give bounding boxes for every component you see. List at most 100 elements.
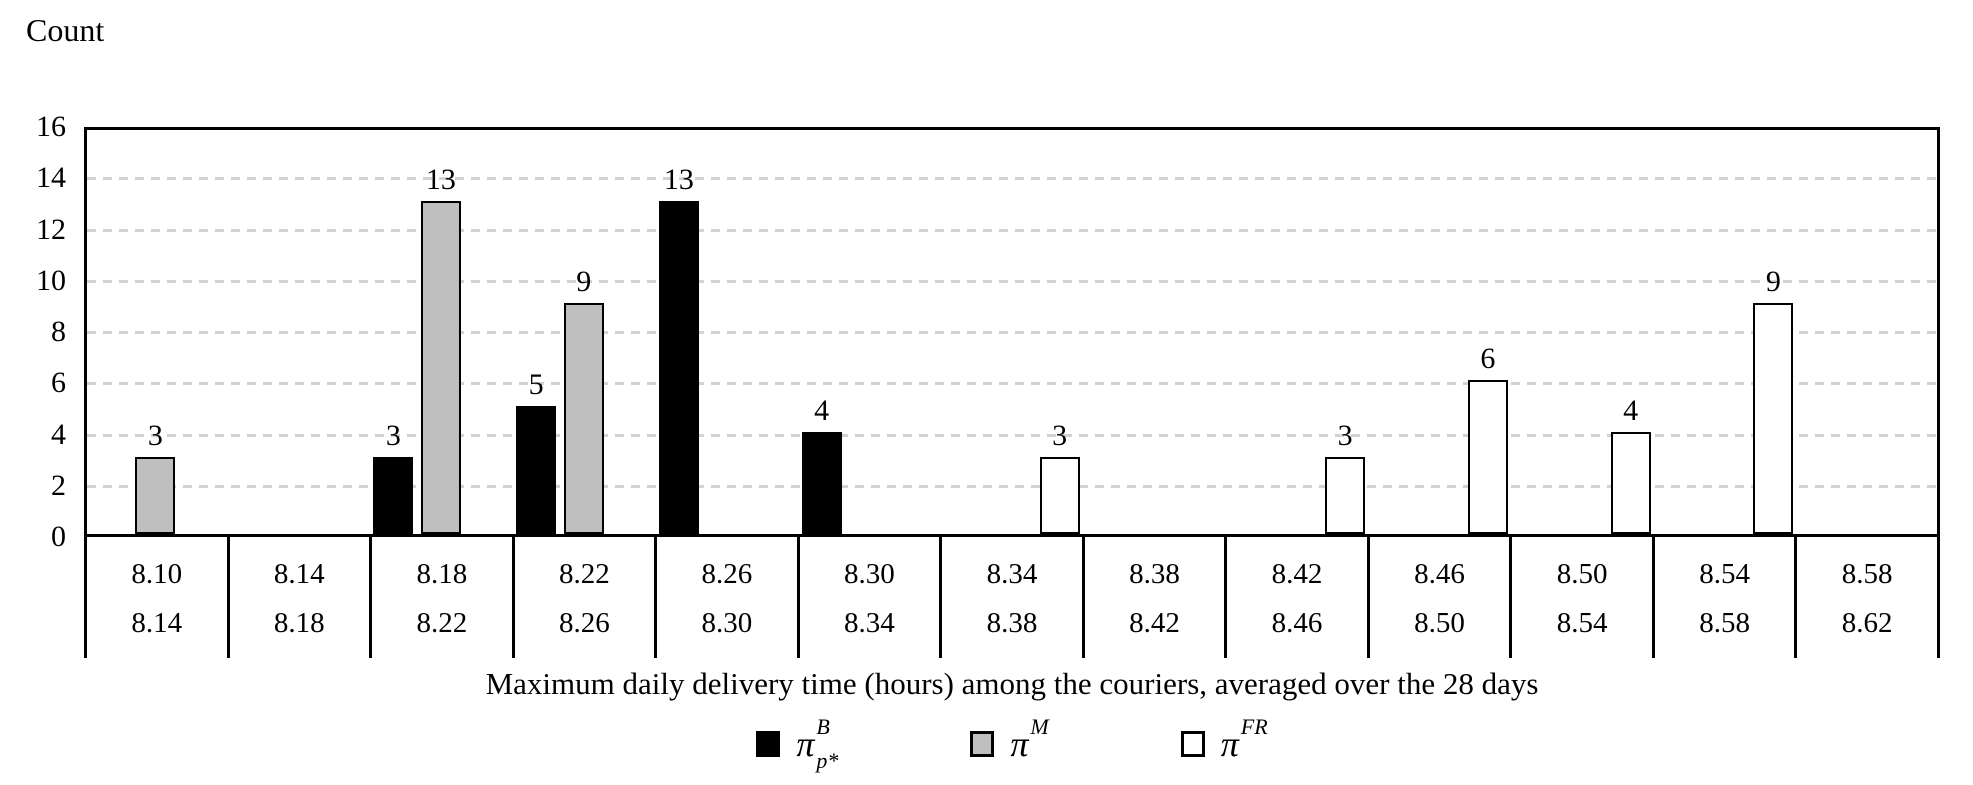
grid-line-2 — [87, 484, 1937, 488]
bin-upper-label: 8.26 — [558, 607, 610, 640]
bin-cell-8.54: 8.54 8.58 — [1655, 537, 1798, 658]
bin-cell-8.34: 8.34 8.38 — [942, 537, 1085, 658]
bin-upper-label: 8.50 — [1414, 607, 1465, 640]
grid-line-14 — [87, 177, 1937, 181]
legend-marker-pi-FR-icon — [1180, 731, 1205, 757]
bar-pi-FR-bin-8.50 — [1610, 431, 1651, 534]
x-axis-bin-table: 8.10 8.14 8.14 8.18 8.18 8.22 8.22 8.26 8.26 8.30… — [84, 537, 1940, 658]
legend-label-base: π — [796, 724, 815, 764]
legend-label-pi-FR: π FR — [1221, 716, 1268, 772]
bin-cell-8.30: 8.30 8.34 — [800, 537, 943, 658]
y-tick-label-8: 8 — [51, 315, 66, 348]
bin-upper-label: 8.18 — [273, 607, 325, 640]
bin-lower-label: 8.18 — [416, 557, 468, 590]
legend-marker-pi-M-icon — [970, 731, 995, 757]
bar-value-label: 6 — [1480, 342, 1496, 376]
grid-line-10 — [87, 279, 1937, 283]
bin-lower-label: 8.26 — [701, 557, 753, 590]
bin-lower-label: 8.10 — [131, 557, 183, 590]
bar-value-label: 3 — [1337, 419, 1353, 453]
bin-cell-8.14: 8.14 8.18 — [230, 537, 373, 658]
legend-label-superscript: M — [1030, 714, 1049, 739]
bar-pi-FR-bin-8.54 — [1753, 303, 1794, 534]
bin-upper-label: 8.42 — [1129, 607, 1180, 640]
bin-cell-8.38: 8.38 8.42 — [1085, 537, 1228, 658]
bar-pi-M-bin-8.10 — [135, 457, 176, 534]
legend-marker-pi-B-pstar-icon — [756, 731, 781, 757]
y-axis-title: Count — [26, 12, 105, 48]
legend-label-subscript: p* — [816, 748, 839, 773]
bar-pi-FR-bin-8.34 — [1039, 457, 1080, 534]
y-tick-label-14: 14 — [36, 161, 66, 195]
bin-lower-label: 8.22 — [558, 557, 610, 590]
y-axis-tick-labels: 16 14 12 10 8 6 4 2 0 — [0, 110, 66, 553]
bin-upper-label: 8.14 — [131, 607, 183, 640]
grid-line-4 — [87, 433, 1937, 437]
bin-upper-label: 8.54 — [1556, 607, 1608, 640]
bin-upper-label: 8.38 — [986, 607, 1038, 640]
legend-item-pi-FR: π FR — [1180, 716, 1268, 772]
bar-pi-M-bin-8.22 — [563, 303, 604, 534]
y-tick-label-10: 10 — [36, 263, 66, 297]
bin-lower-label: 8.46 — [1414, 557, 1465, 590]
bar-value-label: 3 — [385, 419, 401, 453]
bin-lower-label: 8.30 — [844, 557, 895, 590]
y-tick-label-12: 12 — [36, 212, 66, 246]
bin-lower-label: 8.54 — [1699, 557, 1750, 590]
bin-upper-label: 8.62 — [1841, 607, 1893, 640]
bin-upper-label: 8.46 — [1271, 607, 1323, 640]
bar-value-label: 4 — [1623, 393, 1639, 427]
bar-value-label: 9 — [1765, 265, 1781, 299]
bar-value-label: 5 — [528, 367, 544, 401]
bin-upper-label: 8.58 — [1699, 607, 1750, 640]
legend-label-base: π — [1220, 724, 1239, 764]
bar-pi-B-pstar-bin-8.30 — [801, 431, 842, 534]
bin-cell-8.42: 8.42 8.46 — [1227, 537, 1370, 658]
x-axis-title: Maximum daily delivery time (hours) amon… — [485, 666, 1539, 701]
y-tick-label-16: 16 — [36, 110, 66, 143]
y-tick-label-6: 6 — [51, 366, 66, 400]
bin-cell-8.26: 8.26 8.30 — [657, 537, 800, 658]
legend-label-superscript: B — [816, 714, 830, 739]
bar-pi-FR-bin-8.42 — [1325, 457, 1366, 534]
bar-value-label: 13 — [663, 162, 694, 196]
bar-value-label: 13 — [425, 162, 456, 196]
bin-cell-8.46: 8.46 8.50 — [1370, 537, 1513, 658]
legend-label-base: π — [1010, 724, 1029, 764]
plot-area: 3 5 13 4 3 13 9 3 3 6 4 9 — [84, 127, 1940, 537]
grid-line-8 — [87, 331, 1937, 334]
bin-lower-label: 8.38 — [1129, 557, 1180, 590]
bin-upper-label: 8.30 — [701, 607, 753, 640]
bin-cell-8.10: 8.10 8.14 — [87, 537, 230, 658]
bin-cell-8.18: 8.18 8.22 — [372, 537, 515, 658]
y-tick-label-4: 4 — [51, 417, 66, 451]
bar-value-label: 3 — [147, 419, 163, 453]
bin-lower-label: 8.42 — [1271, 557, 1323, 590]
bin-cell-8.58: 8.58 8.62 — [1797, 537, 1940, 658]
legend-label-superscript: FR — [1240, 714, 1268, 739]
bin-lower-label: 8.50 — [1556, 557, 1608, 590]
bar-pi-B-pstar-bin-8.26 — [658, 200, 699, 534]
bin-cell-8.22: 8.22 8.26 — [515, 537, 658, 658]
y-tick-label-2: 2 — [51, 468, 66, 502]
bin-lower-label: 8.34 — [986, 557, 1038, 590]
y-tick-label-0: 0 — [51, 520, 66, 553]
bin-upper-label: 8.22 — [416, 607, 468, 640]
grid-line-6 — [87, 382, 1937, 386]
bar-pi-M-bin-8.18 — [420, 200, 461, 534]
bar-pi-FR-bin-8.46 — [1467, 380, 1508, 534]
bar-pi-B-pstar-bin-8.18 — [373, 457, 414, 534]
bar-value-label: 3 — [1052, 419, 1068, 453]
bar-value-label: 4 — [814, 393, 830, 427]
bin-lower-label: 8.58 — [1841, 557, 1893, 590]
grid-line-12 — [87, 228, 1937, 232]
bin-lower-label: 8.14 — [273, 557, 325, 590]
bin-cell-8.50: 8.50 8.54 — [1512, 537, 1655, 658]
bin-upper-label: 8.34 — [844, 607, 895, 640]
